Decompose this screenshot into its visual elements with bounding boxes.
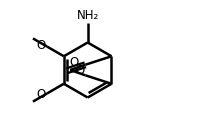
Text: O: O	[69, 56, 78, 69]
Text: O: O	[36, 88, 45, 101]
Text: O: O	[75, 63, 85, 76]
Text: O: O	[36, 39, 45, 52]
Text: NH₂: NH₂	[77, 9, 99, 22]
